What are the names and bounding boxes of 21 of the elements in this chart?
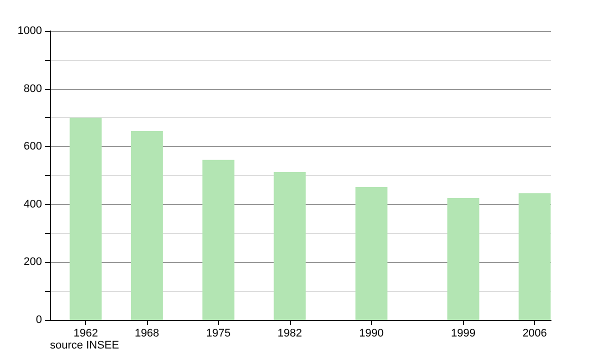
y-tick-label: 200 [24,256,42,268]
y-tick-label: 0 [36,314,42,326]
bar [355,187,388,320]
x-tick-label: 1968 [134,328,160,340]
y-tick-label: 1000 [18,25,42,37]
source-note: source INSEE [50,340,120,350]
bar [518,193,551,320]
x-tick-label: 1982 [278,328,302,340]
x-tick-label: 2006 [522,328,547,340]
x-tick-label: 1990 [359,328,384,340]
bar [130,130,163,320]
bar [274,172,306,320]
y-tick-label: 600 [24,140,42,153]
bar [70,118,102,320]
y-tick-label: 400 [24,198,42,210]
x-tick-label: 1999 [451,328,476,340]
bar [447,198,480,320]
bar [202,160,234,320]
x-tick-label: 1975 [206,328,231,340]
y-tick-label: 800 [24,82,42,95]
x-tick-label: 1962 [73,328,98,340]
